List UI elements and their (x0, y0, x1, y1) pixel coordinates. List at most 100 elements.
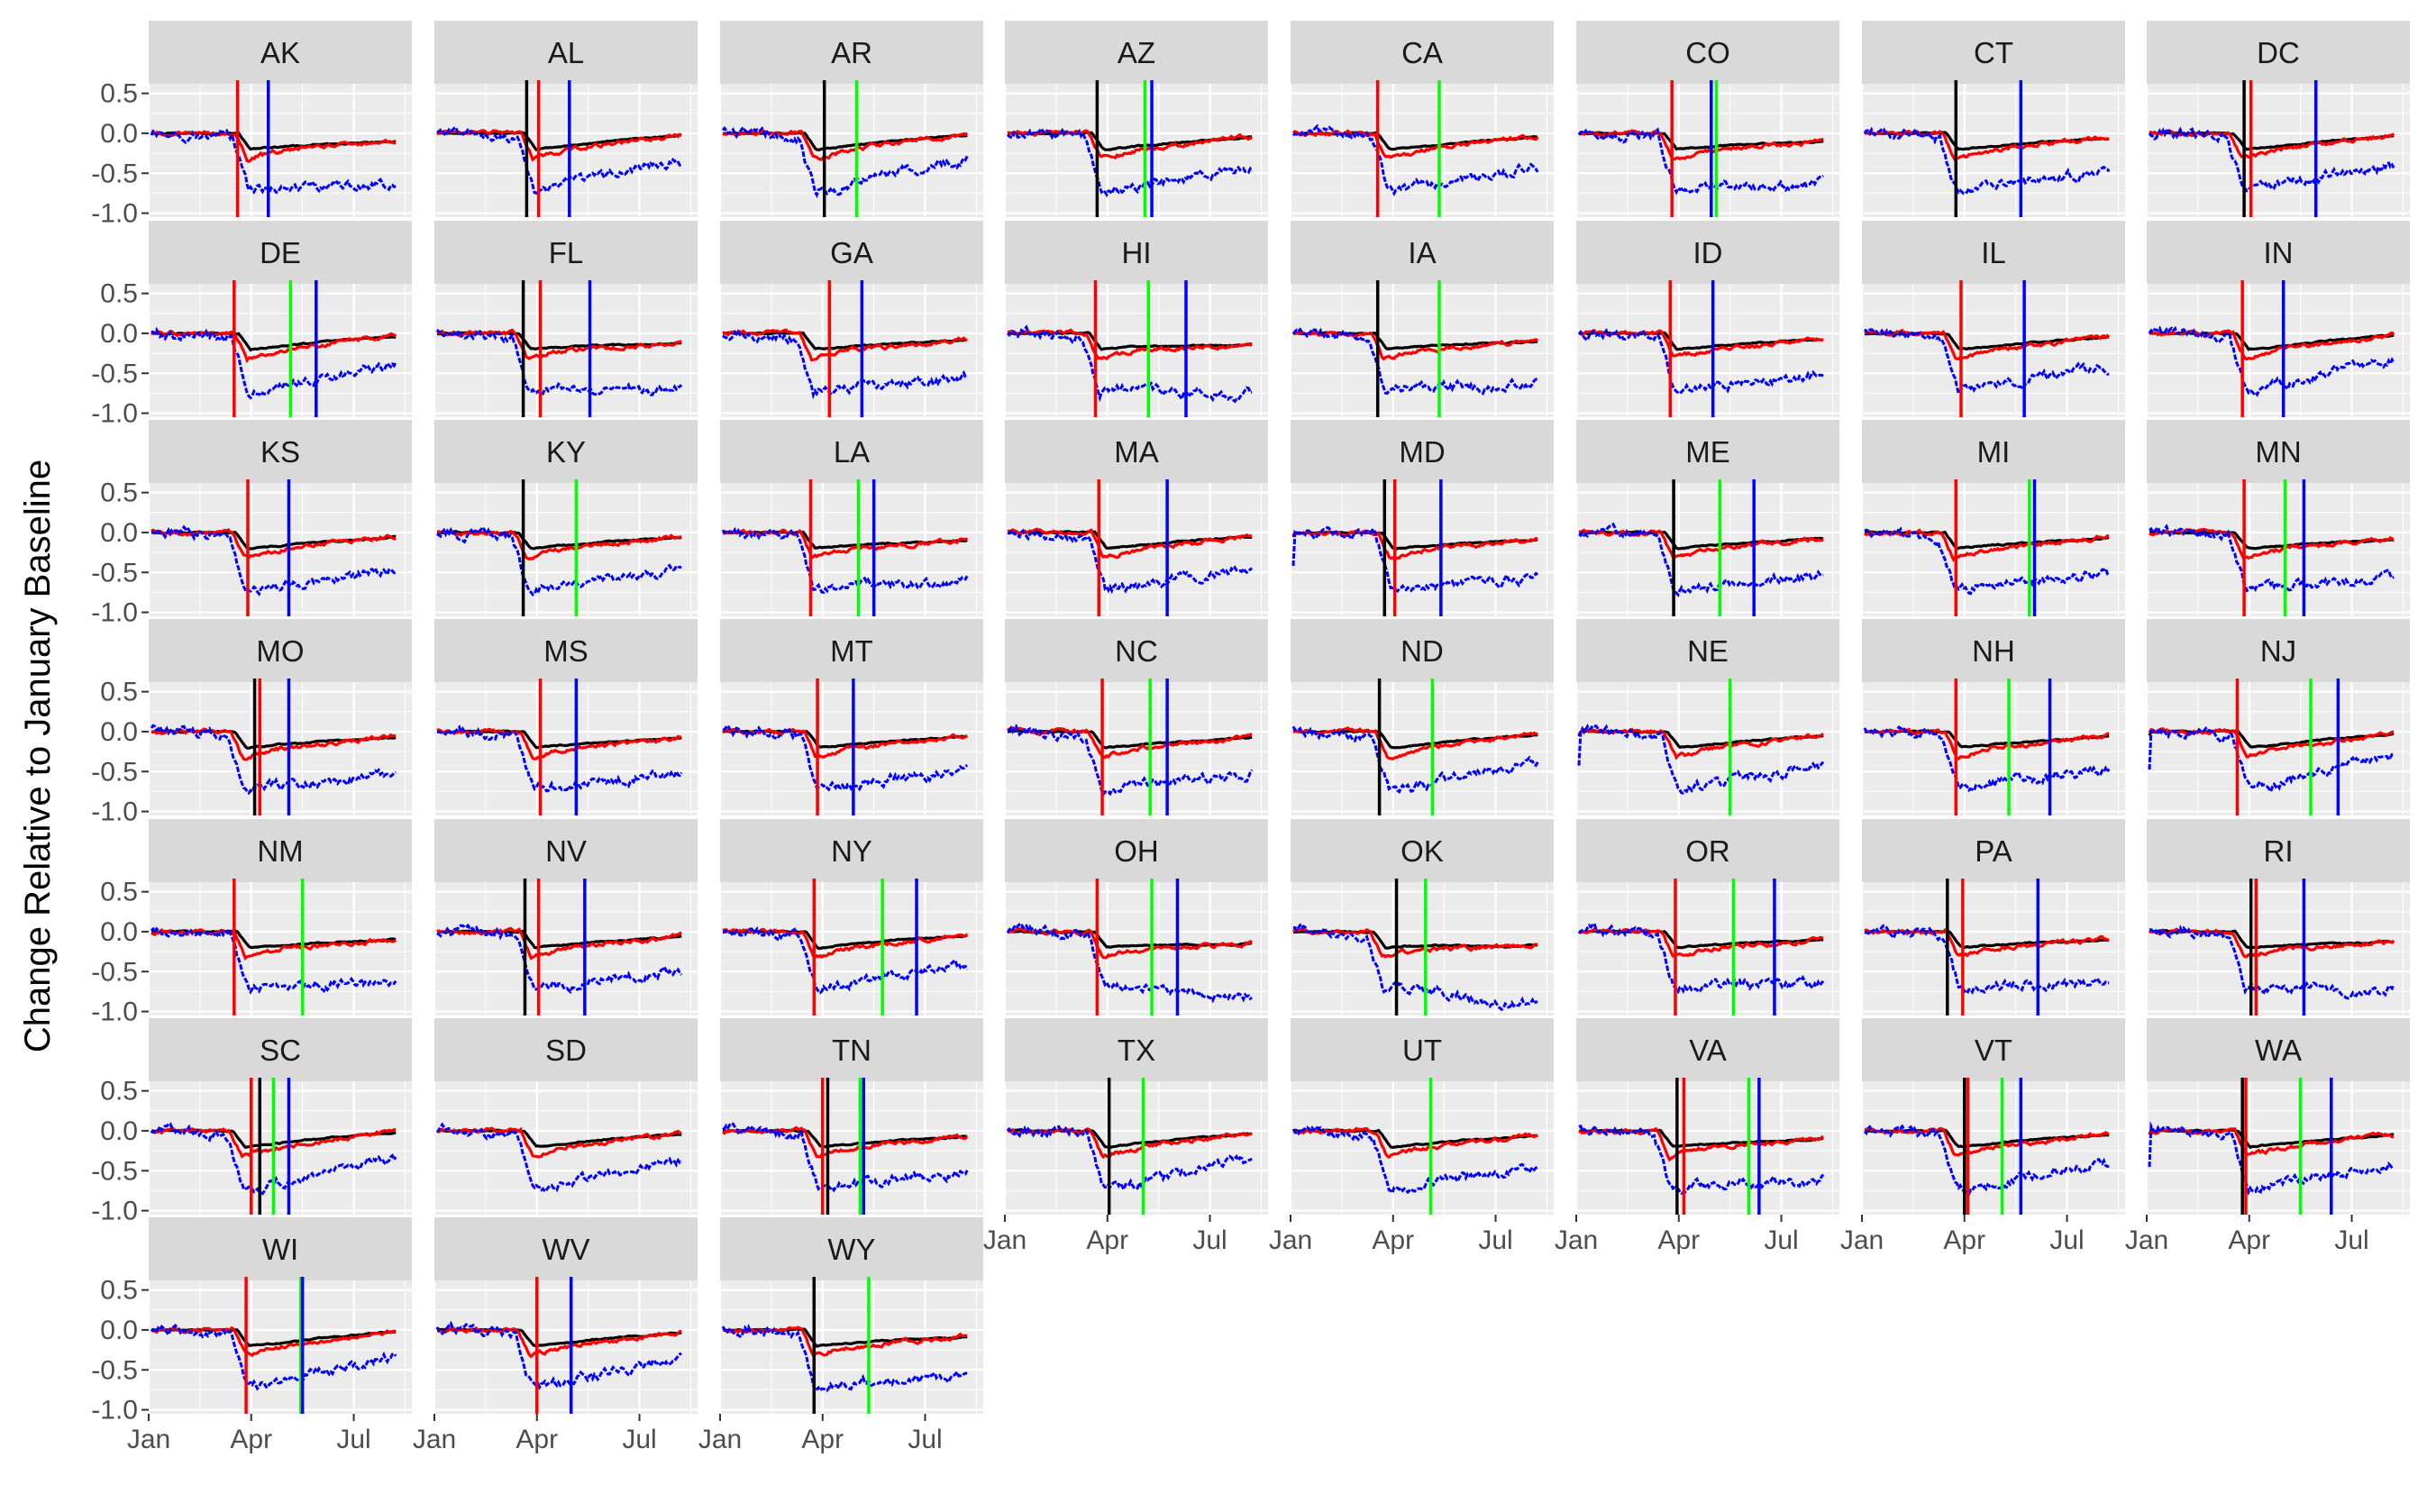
series-blue-line (435, 327, 683, 397)
plot-panel (1576, 284, 1839, 417)
facet-strip (720, 21, 983, 84)
x-tick-label: Jan (698, 1425, 742, 1454)
facet-strip (1862, 21, 2125, 84)
grid-lines (2145, 284, 2410, 417)
x-tick-label: Jan (1555, 1225, 1598, 1255)
y-tick-label: 0.5 (100, 279, 138, 309)
facet-panel-ok: OK (1289, 819, 1554, 1016)
facet-panel-fl: FL (433, 221, 698, 417)
y-tick-label: -1.0 (91, 797, 138, 827)
facet-panel-wy: WY Jan Apr Jul (698, 1217, 983, 1454)
facet-panel-ky: KY (433, 420, 698, 616)
facet-strip (1862, 619, 2125, 682)
grid-lines (1860, 284, 2125, 417)
grid-lines (147, 1280, 412, 1414)
series-blue-line (1006, 922, 1253, 1004)
facet-strip-label: WY (827, 1233, 875, 1266)
facet-panel-co: CO (1574, 21, 1839, 217)
series-blue-line (1291, 123, 1539, 196)
facet-panel-or: OR (1574, 819, 1839, 1016)
series-blue-line (1578, 522, 1824, 597)
facet-strip-label: LA (834, 435, 870, 469)
facet-strip (1291, 819, 1554, 882)
y-tick-label: -1.0 (91, 997, 138, 1027)
facet-strip (1005, 619, 1268, 682)
y-tick-label: -0.5 (91, 359, 138, 388)
facet-strip-label: WA (2255, 1034, 2302, 1067)
series-red-line (722, 129, 969, 161)
facet-strip (1291, 1018, 1554, 1081)
grid-lines (1289, 483, 1554, 616)
x-tick-label: Apr (801, 1425, 844, 1454)
facet-strip-label: DE (260, 236, 301, 269)
plot-panel (2147, 284, 2410, 417)
x-tick-label: Apr (230, 1425, 272, 1454)
series-blue-line (1291, 525, 1539, 594)
series-blue-line (2148, 724, 2395, 795)
facet-strip-label: NJ (2260, 634, 2296, 668)
x-tick-label: Jul (622, 1425, 656, 1454)
series-red-line (1864, 528, 2110, 562)
facet-strip-label: PA (1975, 834, 2012, 868)
grid-lines (147, 284, 412, 417)
facet-strip-label: MN (2255, 435, 2301, 469)
facet-strip (1005, 221, 1268, 284)
grid-lines (433, 1081, 698, 1215)
facet-strip (720, 619, 983, 682)
y-tick-label: -0.5 (91, 957, 138, 987)
series-blue-line (1577, 127, 1825, 196)
facet-strip (1862, 1018, 2125, 1081)
facet-panel-hi: HI (1003, 221, 1268, 417)
facet-panel-ri: RI (2145, 819, 2410, 1016)
facet-strip (1291, 221, 1554, 284)
y-tick-label: 0.5 (100, 678, 138, 707)
series-red-line (1577, 727, 1824, 761)
series-red-line (2149, 129, 2395, 159)
y-tick-label: -0.5 (91, 1355, 138, 1385)
facet-panel-nc: NC (1003, 619, 1268, 815)
facet-strip-label: CA (1401, 36, 1443, 69)
facet-strip (2147, 619, 2410, 682)
grid-lines (1574, 1081, 1839, 1215)
y-tick-label: 0.0 (100, 319, 138, 349)
series-red-line (1292, 1126, 1538, 1160)
facet-panel-tn: TN (718, 1018, 983, 1215)
facet-strip-label: HI (1122, 236, 1152, 269)
facet-strip (149, 420, 412, 483)
series-red-line (1578, 528, 1824, 560)
facet-panel-nm: NM 0.5 0.0 -0.5 -1.0 (91, 819, 412, 1027)
series-blue-line (1007, 724, 1254, 798)
series-blue-line (1863, 725, 2111, 793)
facet-strip (1005, 819, 1268, 882)
plot-panel (2147, 84, 2410, 217)
facet-strip-label: NE (1687, 634, 1729, 668)
facet-panel-la: LA (718, 420, 983, 616)
y-tick-label: 0.0 (100, 917, 138, 947)
facet-strip (720, 819, 983, 882)
facet-strip-label: WI (262, 1233, 298, 1266)
series-red-line (722, 1325, 968, 1359)
y-tick-label: 0.0 (100, 1116, 138, 1146)
series-red-line (1007, 527, 1253, 560)
facet-strip (1576, 619, 1839, 682)
facet-strip (434, 221, 698, 284)
series-blue-line (436, 923, 683, 995)
facet-panel-mo: MO 0.5 0.0 -0.5 -1.0 (91, 619, 412, 827)
facet-panel-id: ID (1574, 221, 1839, 417)
facet-strip-label: NY (831, 834, 872, 868)
facet-strip (1005, 1018, 1268, 1081)
series-blue-line (150, 1323, 397, 1391)
series-blue-line (435, 1320, 682, 1390)
facet-strip-label: TX (1118, 1034, 1155, 1067)
series-red-line (150, 1325, 397, 1358)
grid-lines (1574, 682, 1839, 815)
series-blue-line (722, 329, 969, 400)
y-tick-label: -1.0 (91, 1197, 138, 1226)
facet-strip-label: AR (831, 36, 872, 69)
facet-panel-mn: MN (2145, 420, 2410, 616)
series-blue-line (151, 326, 397, 400)
facet-strip (434, 619, 698, 682)
facet-panel-ca: CA (1289, 21, 1554, 217)
